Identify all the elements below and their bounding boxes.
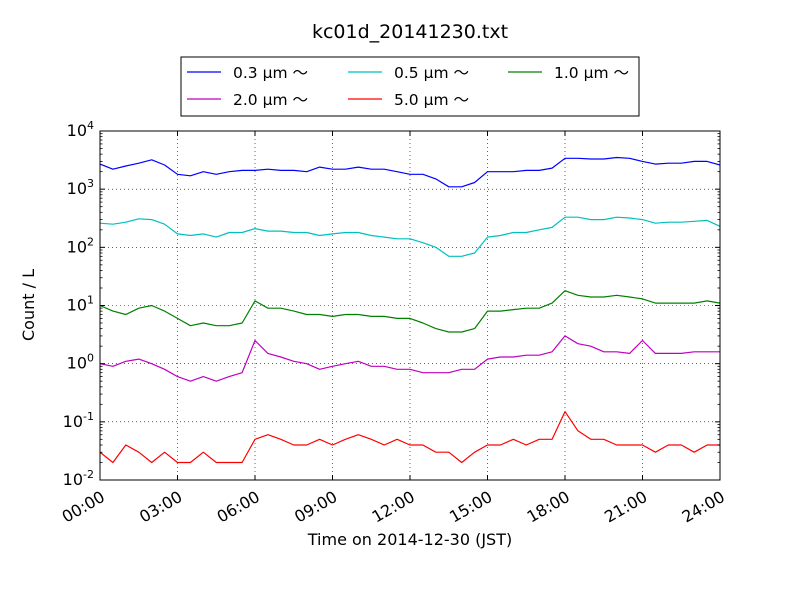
y-tick-label: 103: [67, 177, 94, 198]
y-axis-label: Count / L: [19, 269, 38, 341]
series-line: [100, 216, 720, 257]
legend-label: 0.5 μm ～: [394, 64, 469, 82]
legend-label: 1.0 μm ～: [554, 64, 629, 82]
legend: 0.3 μm ～ 0.5 μm ～ 1.0 μm ～ 2.0 μm ～ 5.0 μm ～: [180, 56, 640, 117]
series-line: [100, 335, 720, 382]
series-layer: [100, 156, 720, 464]
series-line: [100, 290, 720, 333]
y-tick-label: 10-2: [63, 468, 94, 489]
y-tick-label: 102: [67, 235, 94, 256]
y-tick-label: 100: [67, 352, 94, 373]
y-tick-label: 10-1: [63, 410, 94, 431]
legend-box: [180, 56, 640, 117]
legend-label: 0.3 μm ～: [233, 64, 308, 82]
x-axis-label: Time on 2014-12-30 (JST): [307, 530, 512, 549]
y-tick-label: 101: [67, 294, 94, 315]
y-tick-label: 104: [67, 119, 94, 140]
legend-label: 2.0 μm ～: [233, 91, 308, 109]
legend-label: 5.0 μm ～: [394, 91, 469, 109]
series-line: [100, 411, 720, 464]
grid: [100, 131, 720, 480]
series-line: [100, 156, 720, 188]
chart-title: kc01d_20141230.txt: [312, 21, 508, 43]
